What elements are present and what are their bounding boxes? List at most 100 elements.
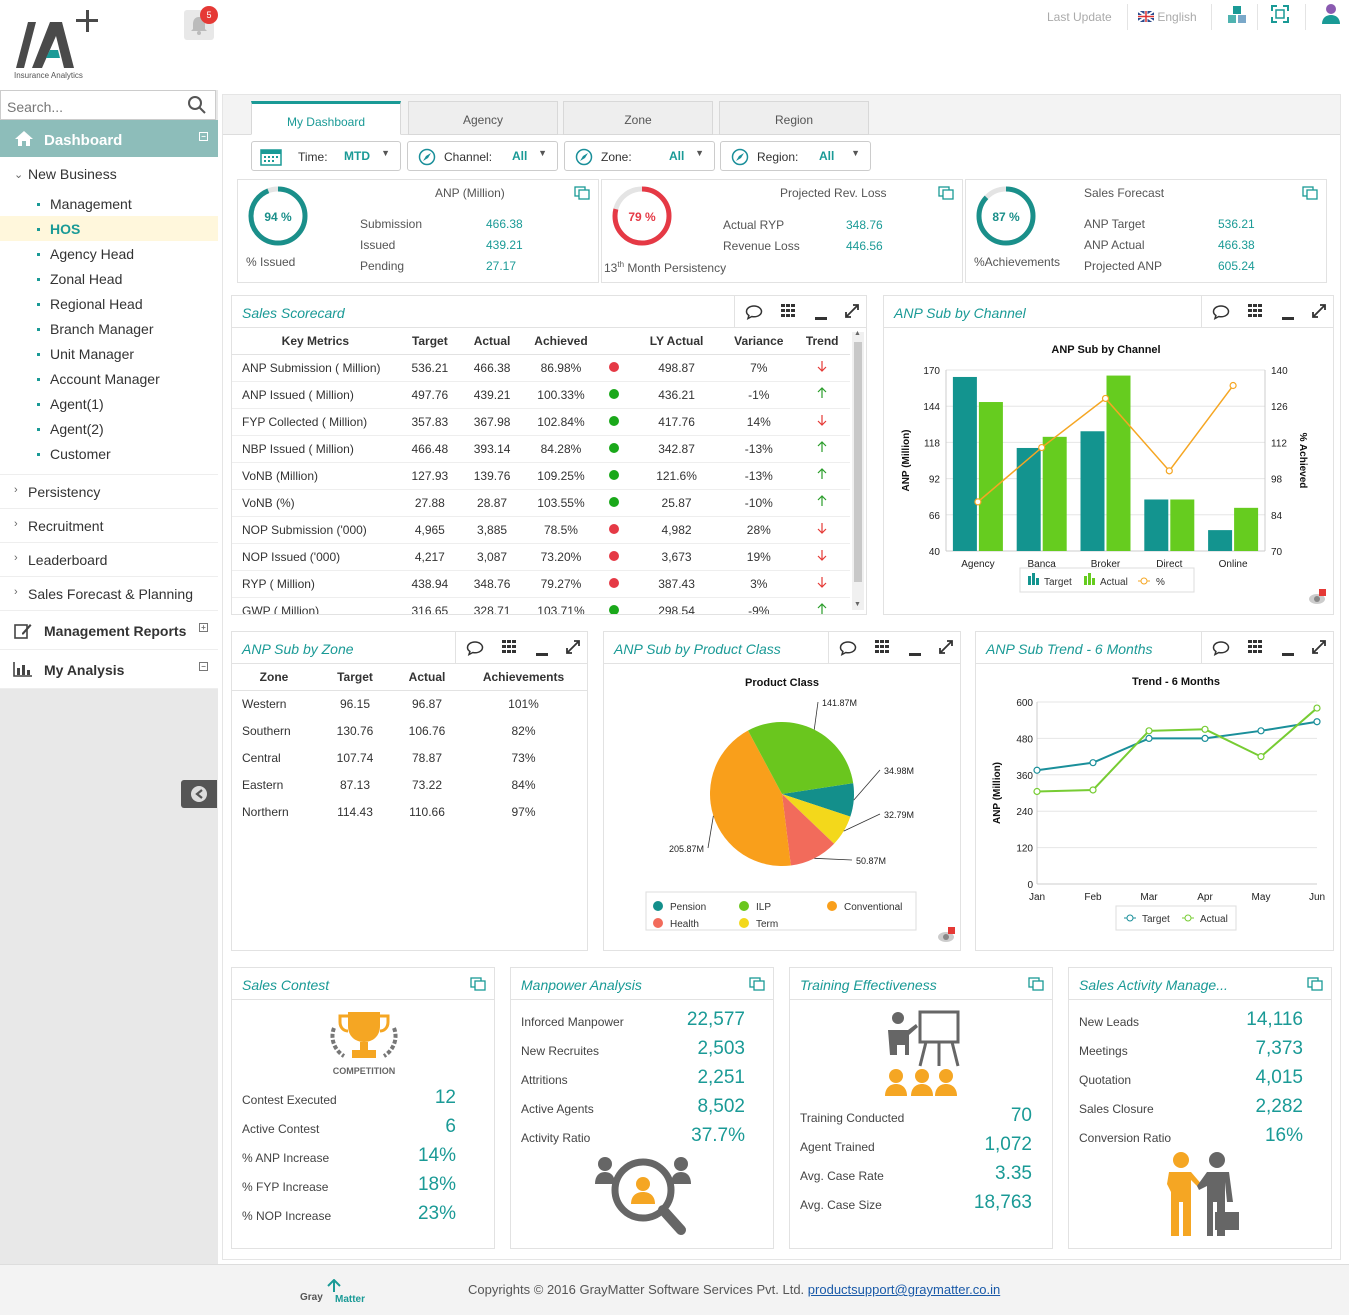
pie-slice-term[interactable] — [782, 794, 851, 844]
table-row[interactable]: FYP Collected ( Million) 357.83 367.98 102.… — [232, 408, 850, 435]
copy-icon[interactable] — [1307, 977, 1323, 991]
support-email-link[interactable]: productsupport@graymatter.co.in — [807, 1282, 1001, 1297]
expand-square-icon[interactable]: + — [199, 623, 208, 632]
sidebar-subitem[interactable]: Regional Head — [0, 291, 218, 316]
region-filter[interactable]: Region: All ▼ — [720, 141, 871, 171]
collapse-square-icon[interactable]: − — [199, 132, 208, 141]
column-header[interactable]: Trend — [794, 328, 850, 355]
grid-icon[interactable] — [875, 640, 889, 657]
line-point[interactable] — [1145, 734, 1153, 743]
column-header[interactable]: LY Actual — [629, 328, 724, 355]
bar-actual[interactable] — [1042, 436, 1067, 551]
sidebar-subitem[interactable]: Branch Manager — [0, 316, 218, 341]
pie-slice-health[interactable] — [782, 794, 835, 866]
bar-actual[interactable] — [1234, 507, 1259, 551]
minimize-icon[interactable] — [1282, 646, 1294, 660]
table-row[interactable]: Western 96.15 96.87 101% — [232, 690, 587, 717]
bar-target[interactable] — [1016, 447, 1041, 551]
brand-logo[interactable] — [12, 8, 108, 84]
table-row[interactable]: GWP ( Million) 316.65 328.71 103.71% 298.54 -… — [232, 597, 850, 614]
comment-icon[interactable] — [839, 640, 857, 659]
bar-target[interactable] — [1080, 431, 1105, 551]
expand-icon[interactable] — [939, 640, 953, 657]
copy-icon[interactable] — [938, 186, 954, 200]
percent-point[interactable] — [1229, 381, 1237, 390]
bar-target[interactable] — [1208, 530, 1233, 551]
column-header[interactable]: Key Metrics — [232, 328, 399, 355]
grid-icon[interactable] — [1248, 304, 1262, 321]
line-point[interactable] — [1089, 786, 1097, 794]
collapse-square-icon[interactable]: − — [199, 662, 208, 671]
line-point[interactable] — [1201, 725, 1209, 733]
column-header[interactable]: Achievements — [460, 664, 587, 691]
copy-icon[interactable] — [749, 977, 765, 991]
search-icon[interactable] — [187, 95, 207, 115]
table-row[interactable]: VoNB (Million) 127.93 139.76 109.25% 121.6% -… — [232, 462, 850, 489]
percent-point[interactable] — [1038, 443, 1046, 452]
sidebar-subitem[interactable]: Agent(1) — [0, 391, 218, 416]
sidebar-subitem[interactable]: Customer — [0, 441, 218, 466]
search-input[interactable]: Search... — [7, 99, 64, 115]
language-selector[interactable]: English — [1137, 10, 1197, 24]
sidebar-item-section[interactable]: › Sales Forecast & Planning — [0, 577, 218, 611]
tab-agency[interactable]: Agency — [408, 101, 558, 135]
copy-icon[interactable] — [1302, 186, 1318, 200]
table-row[interactable]: Eastern 87.13 73.22 84% — [232, 771, 587, 798]
sidebar-item-section[interactable]: › Leaderboard — [0, 543, 218, 577]
comment-icon[interactable] — [745, 304, 763, 323]
line-point[interactable] — [1033, 766, 1041, 774]
fullscreen-icon[interactable] — [1270, 4, 1290, 24]
table-row[interactable]: NBP Issued ( Million) 466.48 393.14 84.28% 3… — [232, 435, 850, 462]
line-point[interactable] — [1257, 752, 1265, 761]
column-header[interactable]: Actual — [394, 664, 460, 691]
table-row[interactable]: NOP Submission ('000) 4,965 3,885 78.5% 4,98… — [232, 516, 850, 543]
grid-icon[interactable] — [781, 304, 795, 321]
table-row[interactable]: Central 107.74 78.87 73% — [232, 744, 587, 771]
grid-icon[interactable] — [502, 640, 516, 657]
pie-slice-ilp[interactable] — [748, 722, 854, 794]
percent-point[interactable] — [974, 498, 982, 506]
line-point[interactable] — [1145, 727, 1153, 735]
sidebar-subitem[interactable]: Unit Manager — [0, 341, 218, 366]
column-header[interactable]: Target — [316, 664, 394, 691]
minimize-icon[interactable] — [536, 646, 548, 660]
time-filter[interactable]: Time: MTD ▼ — [251, 141, 401, 171]
table-row[interactable]: ANP Issued ( Million) 497.76 439.21 100.33%… — [232, 381, 850, 408]
grid-icon[interactable] — [1248, 640, 1262, 657]
scrollbar[interactable]: ▲ ▼ — [852, 330, 864, 610]
sidebar-item-section[interactable]: › Persistency — [0, 475, 218, 509]
view-icon[interactable] — [936, 927, 956, 946]
sidebar-item-dashboard[interactable]: Dashboard − — [0, 120, 218, 157]
expand-icon[interactable] — [1312, 640, 1326, 657]
minimize-icon[interactable] — [909, 646, 921, 660]
tab-zone[interactable]: Zone — [563, 101, 713, 135]
table-row[interactable]: NOP Issued ('000) 4,217 3,087 73.20% 3,673 19… — [232, 543, 850, 570]
pie-slice-conventional[interactable] — [710, 730, 791, 866]
column-header[interactable]: Achieved — [523, 328, 599, 355]
expand-icon[interactable] — [566, 640, 580, 657]
line-point[interactable] — [1257, 727, 1265, 735]
table-row[interactable]: Southern 130.76 106.76 82% — [232, 717, 587, 744]
minimize-icon[interactable] — [815, 310, 827, 324]
bar-actual[interactable] — [1170, 499, 1195, 551]
table-row[interactable]: VoNB (%) 27.88 28.87 103.55% 25.87 -10% — [232, 489, 850, 516]
expand-icon[interactable] — [1312, 304, 1326, 321]
channel-filter[interactable]: Channel: All ▼ — [407, 141, 558, 171]
line-point[interactable] — [1089, 759, 1097, 767]
tab-region[interactable]: Region — [719, 101, 869, 135]
bar-target[interactable] — [1144, 499, 1169, 551]
column-header[interactable]: Actual — [460, 328, 524, 355]
last-update-link[interactable]: Last Update — [1047, 10, 1112, 24]
copy-icon[interactable] — [1028, 977, 1044, 991]
copy-icon[interactable] — [574, 186, 590, 200]
column-header[interactable]: Zone — [232, 664, 316, 691]
sidebar-subitem[interactable]: Account Manager — [0, 366, 218, 391]
expand-icon[interactable] — [845, 304, 859, 321]
table-row[interactable]: ANP Submission ( Million) 536.21 466.38 86.… — [232, 354, 850, 381]
minimize-icon[interactable] — [1282, 310, 1294, 324]
line-point[interactable] — [1313, 704, 1321, 712]
view-icon[interactable] — [1307, 589, 1327, 608]
zone-filter[interactable]: Zone: All ▼ — [564, 141, 715, 171]
sidebar-subitem[interactable]: Agent(2) — [0, 416, 218, 441]
column-header[interactable]: Target — [398, 328, 461, 355]
